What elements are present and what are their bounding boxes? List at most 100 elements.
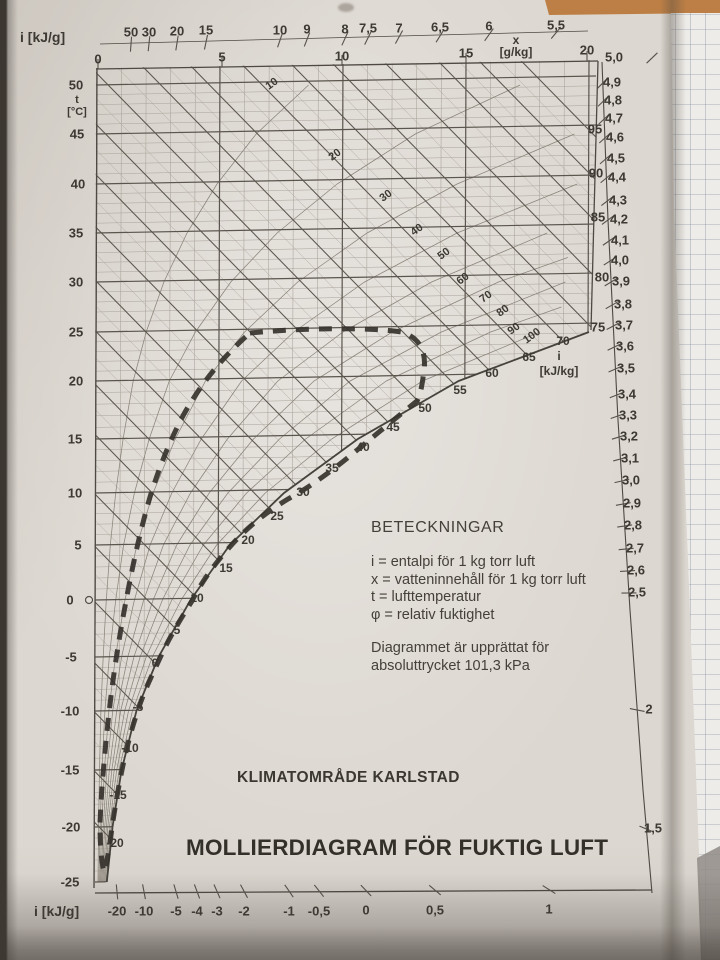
enthalpy-unit-bracket: [kJ/kg] (526, 364, 592, 379)
t-scale-label-40: 40 (71, 177, 85, 192)
t-scale-label-25: 25 (69, 325, 83, 340)
right-scale-label-4,4: 4,4 (608, 170, 626, 185)
bottom-edge-scale-unit: i [kJ/g] (34, 903, 79, 919)
t-axis-unit-symbol: t (58, 94, 96, 106)
i_sat-scale-label-65: 65 (522, 350, 535, 364)
enthalpy-unit: i [kJ/kg] (526, 349, 592, 379)
right-scale-label-3,9: 3,9 (612, 274, 630, 289)
right-scale-label-4,6: 4,6 (606, 130, 624, 145)
i_sat-scale-label-25: 25 (270, 509, 283, 523)
right-scale-label-3,0: 3,0 (622, 473, 640, 488)
climate-region-outline (97, 326, 428, 882)
right-scale-label-2,7: 2,7 (626, 541, 644, 556)
t-scale-label--10: -10 (61, 704, 80, 719)
right-edge-scale-line (601, 61, 653, 894)
i_sat-scale-label-45: 45 (386, 420, 399, 434)
top-scale-label-6: 6 (485, 19, 492, 34)
bottom-scale-label-1: 1 (545, 902, 552, 917)
t-scale-label-5: 5 (74, 538, 81, 553)
x-scale-label-0: 0 (94, 52, 101, 67)
x-axis-unit-bracket: [g/kg] (488, 46, 544, 58)
t-axis-unit: t [°C] (58, 94, 96, 118)
right-scale-label-3,2: 3,2 (620, 429, 638, 444)
right-scale-label-3,4: 3,4 (618, 387, 636, 402)
right-scale-label-3,3: 3,3 (619, 408, 637, 423)
x-scale-label-15: 15 (459, 46, 473, 61)
i_sat-scale-label-55: 55 (453, 383, 466, 397)
legend-pressure-note-2: absoluttrycket 101,3 kPa (371, 658, 681, 676)
climate-region-title: KLIMATOMRÅDE KARLSTAD (237, 769, 460, 787)
i_sat-scale-label-40: 40 (356, 440, 369, 454)
t-scale-label--15: -15 (61, 763, 80, 778)
t-scale-label-15: 15 (68, 432, 82, 447)
bottom-scale-label--5: -5 (170, 904, 182, 919)
right-scale-label-3,7: 3,7 (615, 318, 633, 333)
i_sat-scale-label-10: 10 (190, 591, 203, 605)
paper-smudge (338, 3, 354, 12)
page-title: MOLLIERDIAGRAM FÖR FUKTIG LUFT (186, 835, 608, 861)
legend-line-enthalpy: i = entalpi för 1 kg torr luft (371, 554, 681, 572)
i_sat-scale-label--15: -15 (109, 788, 126, 802)
top-scale-label-5,5: 5,5 (547, 18, 565, 33)
right-scale-label-2,5: 2,5 (628, 585, 646, 600)
t-scale-label-20: 20 (69, 374, 83, 389)
i_sat-scale-label--5: -5 (133, 700, 144, 714)
i_sat-scale-label--20: -20 (106, 836, 123, 850)
right-scale-label-4,3: 4,3 (609, 193, 627, 208)
right-scale-label-4,8: 4,8 (604, 93, 622, 108)
i_sat-scale-label-35: 35 (325, 461, 338, 475)
right-scale-label-2,8: 2,8 (624, 518, 642, 533)
i_sat-scale-label-5: 5 (174, 623, 181, 637)
x-scale-label-20: 20 (580, 43, 594, 58)
top-scale-label-30: 30 (142, 25, 156, 40)
x-axis-unit: x [g/kg] (488, 34, 544, 58)
right-scale-label-3,8: 3,8 (614, 297, 632, 312)
legend-pressure-note-1: Diagrammet är upprättat för (371, 640, 681, 658)
enthalpy-unit-symbol: i (526, 349, 592, 364)
bottom-scale-label-0: 0 (362, 903, 369, 918)
right-scale-label-2,9: 2,9 (623, 496, 641, 511)
top-scale-label-50: 50 (124, 25, 138, 40)
legend-line-temperature: t = lufttemperatur (371, 589, 681, 607)
x-axis-unit-symbol: x (488, 34, 544, 46)
i_right-scale-label-85: 85 (591, 210, 605, 225)
top-scale-label-15: 15 (199, 23, 213, 38)
top-scale-label-9: 9 (303, 22, 310, 37)
bottom-scale-label--1: -1 (283, 904, 295, 919)
i_right-scale-label-75: 75 (591, 320, 605, 335)
i_right-scale-label-80: 80 (595, 270, 609, 285)
i_sat-scale-label-0: 0 (152, 656, 159, 670)
i_right-scale-label-90: 90 (589, 166, 603, 181)
right-scale-label-3,1: 3,1 (621, 451, 639, 466)
legend-line-water-content: x = vatteninnehåll för 1 kg torr luft (371, 572, 681, 590)
bottom-scale-label--0,5: -0,5 (308, 904, 330, 919)
x-scale-label-10: 10 (335, 49, 349, 64)
axes-and-ticks (93, 26, 658, 900)
t-scale-label-0: 0 (66, 593, 73, 608)
right-scale-label-2: 2 (645, 702, 652, 717)
i_sat-scale-label-60: 60 (485, 366, 498, 380)
top-edge-scale-unit: i [kJ/g] (20, 29, 65, 45)
i_sat-scale-label-30: 30 (296, 485, 309, 499)
top-scale-label-7: 7 (395, 21, 402, 36)
t-scale-label-10: 10 (68, 486, 82, 501)
right-scale-label-4,5: 4,5 (607, 151, 625, 166)
bottom-scale-label-0,5: 0,5 (426, 903, 444, 918)
i_right-scale-label-95: 95 (588, 122, 602, 137)
t-scale-label--5: -5 (65, 650, 77, 665)
i_sat-scale-label-70: 70 (556, 334, 569, 348)
legend-line-humidity: φ = relativ fuktighet (371, 607, 681, 625)
t-axis-unit-bracket: [°C] (58, 106, 96, 118)
top-scale-label-8: 8 (341, 22, 348, 37)
t-scale-label-45: 45 (70, 127, 84, 142)
t-scale-label-35: 35 (69, 226, 83, 241)
bottom-scale-label--2: -2 (238, 904, 250, 919)
